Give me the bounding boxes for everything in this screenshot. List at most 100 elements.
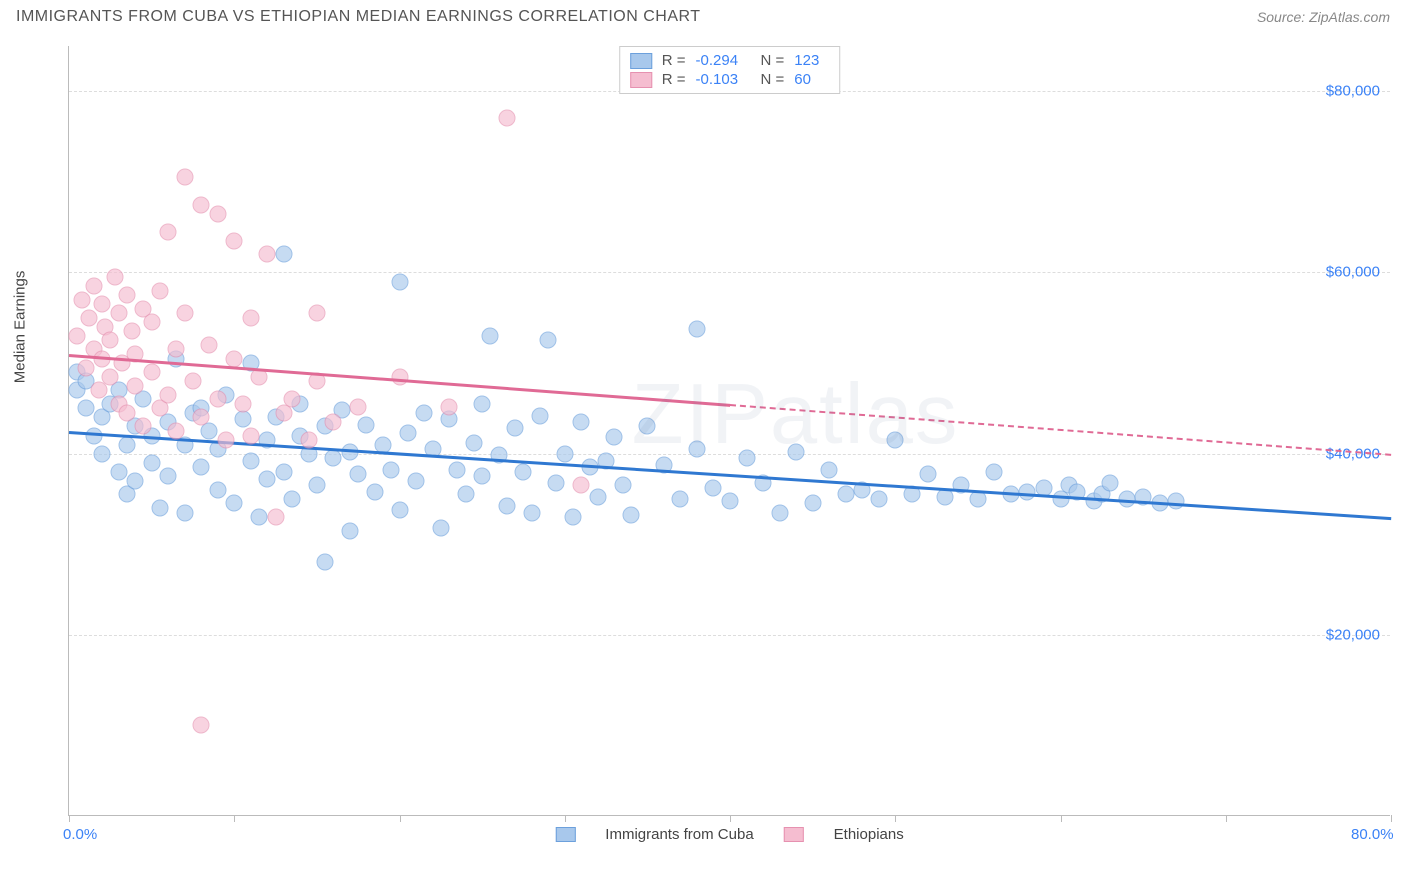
- scatter-point: [251, 509, 268, 526]
- scatter-point: [201, 336, 218, 353]
- scatter-point: [870, 490, 887, 507]
- scatter-point: [135, 418, 152, 435]
- scatter-point: [110, 305, 127, 322]
- scatter-point: [722, 492, 739, 509]
- scatter-point: [102, 368, 119, 385]
- scatter-point: [441, 398, 458, 415]
- scatter-point: [391, 501, 408, 518]
- scatter-point: [127, 377, 144, 394]
- x-tick: [1226, 815, 1227, 822]
- scatter-point: [325, 413, 342, 430]
- source-label: Source: ZipAtlas.com: [1257, 9, 1390, 25]
- scatter-point: [176, 504, 193, 521]
- legend-swatch: [555, 827, 575, 842]
- chart-title: IMMIGRANTS FROM CUBA VS ETHIOPIAN MEDIAN…: [16, 8, 701, 26]
- x-tick: [1391, 815, 1392, 822]
- legend-swatch: [630, 53, 652, 69]
- x-tick: [565, 815, 566, 822]
- scatter-point: [242, 427, 259, 444]
- scatter-plot: ZIPatlas R =-0.294N =123R =-0.103N =60 I…: [68, 46, 1390, 816]
- scatter-point: [515, 463, 532, 480]
- scatter-point: [688, 320, 705, 337]
- stat-n-value: 123: [794, 52, 829, 69]
- grid-line: [69, 272, 1390, 273]
- scatter-point: [614, 477, 631, 494]
- scatter-point: [350, 398, 367, 415]
- legend-label: Ethiopians: [834, 826, 904, 843]
- scatter-point: [1168, 492, 1185, 509]
- scatter-point: [226, 232, 243, 249]
- scatter-point: [160, 468, 177, 485]
- stats-row: R = -0.294 N = 123: [630, 51, 830, 70]
- scatter-point: [771, 504, 788, 521]
- scatter-point: [209, 481, 226, 498]
- scatter-point: [498, 110, 515, 127]
- chart-area: Median Earnings ZIPatlas R =-0.294N =123…: [50, 46, 1390, 816]
- scatter-point: [936, 489, 953, 506]
- scatter-point: [548, 474, 565, 491]
- scatter-point: [143, 364, 160, 381]
- scatter-point: [317, 554, 334, 571]
- x-tick: [1061, 815, 1062, 822]
- scatter-point: [672, 490, 689, 507]
- y-axis-label: Median Earnings: [12, 271, 29, 384]
- scatter-point: [688, 441, 705, 458]
- scatter-point: [176, 305, 193, 322]
- scatter-point: [80, 309, 97, 326]
- legend-label: Immigrants from Cuba: [605, 826, 753, 843]
- scatter-point: [308, 305, 325, 322]
- scatter-point: [176, 169, 193, 186]
- scatter-point: [416, 404, 433, 421]
- scatter-point: [77, 400, 94, 417]
- scatter-point: [531, 407, 548, 424]
- scatter-point: [383, 461, 400, 478]
- x-tick: [895, 815, 896, 822]
- scatter-point: [168, 341, 185, 358]
- scatter-point: [284, 391, 301, 408]
- scatter-point: [102, 332, 119, 349]
- scatter-point: [242, 452, 259, 469]
- scatter-point: [432, 519, 449, 536]
- scatter-point: [920, 465, 937, 482]
- scatter-point: [94, 296, 111, 313]
- scatter-point: [234, 411, 251, 428]
- scatter-point: [184, 373, 201, 390]
- scatter-point: [523, 504, 540, 521]
- stat-r-label: R =: [662, 52, 686, 69]
- scatter-point: [482, 327, 499, 344]
- x-tick: [400, 815, 401, 822]
- scatter-point: [77, 359, 94, 376]
- scatter-point: [391, 368, 408, 385]
- scatter-point: [259, 471, 276, 488]
- stats-legend: R =-0.294N =123R =-0.103N =60: [619, 46, 841, 94]
- scatter-point: [118, 287, 135, 304]
- scatter-point: [540, 332, 557, 349]
- scatter-point: [457, 486, 474, 503]
- scatter-point: [622, 507, 639, 524]
- scatter-point: [69, 327, 86, 344]
- scatter-point: [275, 246, 292, 263]
- scatter-point: [887, 432, 904, 449]
- scatter-point: [449, 461, 466, 478]
- scatter-point: [107, 269, 124, 286]
- bottom-legend: Immigrants from Cuba Ethiopians: [555, 826, 903, 843]
- scatter-point: [193, 717, 210, 734]
- scatter-point: [267, 509, 284, 526]
- scatter-point: [606, 429, 623, 446]
- scatter-point: [193, 409, 210, 426]
- scatter-point: [160, 386, 177, 403]
- scatter-point: [85, 278, 102, 295]
- scatter-point: [168, 423, 185, 440]
- scatter-point: [366, 483, 383, 500]
- scatter-point: [193, 459, 210, 476]
- scatter-point: [738, 450, 755, 467]
- scatter-point: [300, 432, 317, 449]
- scatter-point: [151, 500, 168, 517]
- scatter-point: [226, 495, 243, 512]
- grid-line: [69, 454, 1390, 455]
- scatter-point: [259, 246, 276, 263]
- regression-line: [730, 404, 1391, 456]
- scatter-point: [74, 291, 91, 308]
- stat-n-label: N =: [761, 52, 785, 69]
- stat-r-value: -0.294: [696, 52, 751, 69]
